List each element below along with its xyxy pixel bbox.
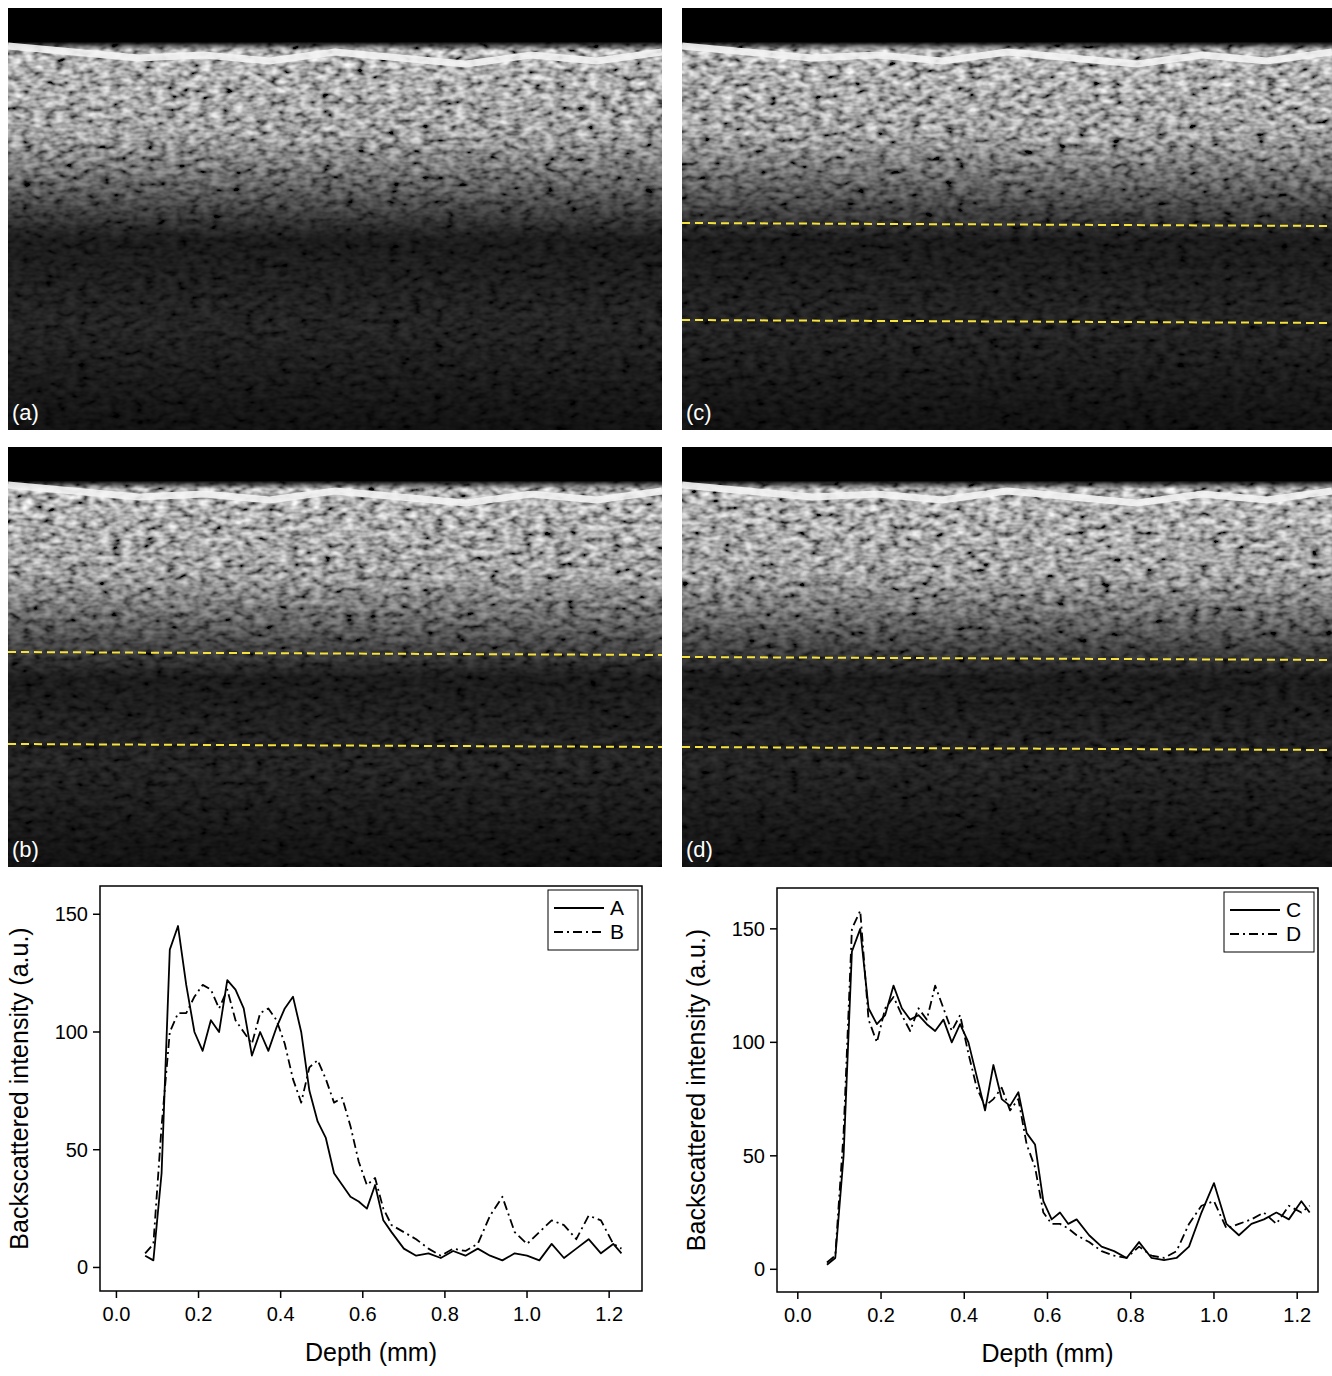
x-tick-label: 1.2 xyxy=(1283,1304,1311,1326)
plot-frame xyxy=(777,888,1318,1292)
layer-boundary xyxy=(8,652,662,655)
figure: (a) (b) (c) (d) 0.0 0.2 0.4 0.6 0.8 1.0 1.2 0 50 100 1… xyxy=(0,0,1332,1376)
x-tick xyxy=(198,1291,200,1298)
legend-label: C xyxy=(1286,898,1301,921)
y-tick xyxy=(770,1042,777,1044)
line-series xyxy=(827,911,1310,1263)
x-tick-label: 0.4 xyxy=(950,1304,978,1326)
oct-image: (b) xyxy=(8,447,662,867)
y-axis-title: Backscattered intensity (a.u.) xyxy=(682,929,710,1251)
x-tick xyxy=(526,1291,528,1298)
x-tick-label: 0.8 xyxy=(1117,1304,1145,1326)
y-tick-label: 50 xyxy=(743,1145,765,1167)
x-tick-label: 0.0 xyxy=(784,1304,812,1326)
chart: 0.0 0.2 0.4 0.6 0.8 1.0 1.2 0 50 100 150 Depth (mm)… xyxy=(5,886,642,1366)
x-tick-label: 0.6 xyxy=(1034,1304,1062,1326)
line-series xyxy=(145,926,621,1260)
speckle xyxy=(682,447,1332,867)
legend-swatch xyxy=(554,907,604,909)
surface xyxy=(682,46,1332,64)
x-tick xyxy=(880,1292,882,1299)
image-bg xyxy=(8,8,662,430)
chart: 0.0 0.2 0.4 0.6 0.8 1.0 1.2 0 50 100 150 Depth (mm)… xyxy=(682,888,1318,1367)
panel-label: (c) xyxy=(686,400,712,425)
line-series xyxy=(827,929,1310,1265)
y-tick-label: 0 xyxy=(77,1256,88,1278)
layer-boundary xyxy=(8,744,662,747)
legend-swatch xyxy=(554,931,604,933)
y-tick-label: 0 xyxy=(754,1258,765,1280)
legend: AB xyxy=(548,890,638,950)
y-tick-label: 150 xyxy=(55,903,88,925)
y-tick-label: 50 xyxy=(66,1139,88,1161)
y-tick xyxy=(93,1031,100,1033)
x-tick xyxy=(1130,1292,1132,1299)
layer-boundary xyxy=(682,747,1332,750)
panel-label: (b) xyxy=(12,837,39,862)
x-tick xyxy=(1213,1292,1215,1299)
x-tick-label: 0.6 xyxy=(349,1303,377,1325)
speckle xyxy=(8,447,662,867)
y-tick xyxy=(93,914,100,916)
y-tick xyxy=(770,1269,777,1271)
speckle xyxy=(682,8,1332,430)
layer-boundary xyxy=(682,223,1332,226)
x-tick-label: 1.0 xyxy=(513,1303,541,1325)
oct-image: (c) xyxy=(682,8,1332,430)
plot-area xyxy=(827,911,1310,1265)
image-bg xyxy=(8,447,662,867)
surface xyxy=(682,485,1332,503)
x-tick xyxy=(116,1291,118,1298)
oct-image: (d) xyxy=(682,447,1332,867)
surface xyxy=(8,46,662,64)
legend-label: D xyxy=(1286,922,1301,945)
oct-image: (a) xyxy=(8,8,662,430)
legend-box xyxy=(1224,892,1314,952)
y-tick xyxy=(770,1155,777,1157)
x-tick xyxy=(797,1292,799,1299)
legend-label: B xyxy=(610,920,624,943)
speckle xyxy=(8,8,662,430)
legend-label: A xyxy=(610,896,624,919)
x-tick xyxy=(964,1292,966,1299)
layer-boundary xyxy=(682,320,1332,323)
y-tick xyxy=(93,1267,100,1269)
legend-swatch xyxy=(1230,933,1280,935)
x-tick xyxy=(1296,1292,1298,1299)
legend-swatch xyxy=(1230,909,1280,911)
plot-area xyxy=(145,926,621,1260)
panel-label: (d) xyxy=(686,837,713,862)
x-tick-label: 1.0 xyxy=(1200,1304,1228,1326)
surface xyxy=(8,485,662,503)
line-series xyxy=(145,985,621,1256)
x-tick-label: 0.2 xyxy=(185,1303,213,1325)
x-tick xyxy=(444,1291,446,1298)
legend: CD xyxy=(1224,892,1314,952)
x-tick-label: 0.2 xyxy=(867,1304,895,1326)
x-tick xyxy=(608,1291,610,1298)
panel-label: (a) xyxy=(12,400,39,425)
image-bg xyxy=(682,447,1332,867)
y-tick xyxy=(770,928,777,930)
x-tick-label: 0.0 xyxy=(103,1303,131,1325)
x-tick-label: 0.4 xyxy=(267,1303,295,1325)
legend-box xyxy=(548,890,638,950)
x-tick-label: 1.2 xyxy=(595,1303,623,1325)
x-axis-title: Depth (mm) xyxy=(982,1339,1114,1367)
image-bg xyxy=(682,8,1332,430)
x-tick xyxy=(1047,1292,1049,1299)
y-tick xyxy=(93,1149,100,1151)
x-tick xyxy=(362,1291,364,1298)
plot-frame xyxy=(100,886,642,1291)
x-axis-title: Depth (mm) xyxy=(305,1338,437,1366)
layer-boundary xyxy=(682,657,1332,660)
y-tick-label: 150 xyxy=(732,918,765,940)
x-tick xyxy=(280,1291,282,1298)
y-tick-label: 100 xyxy=(732,1031,765,1053)
y-axis-title: Backscattered intensity (a.u.) xyxy=(5,927,33,1249)
y-tick-label: 100 xyxy=(55,1021,88,1043)
x-tick-label: 0.8 xyxy=(431,1303,459,1325)
